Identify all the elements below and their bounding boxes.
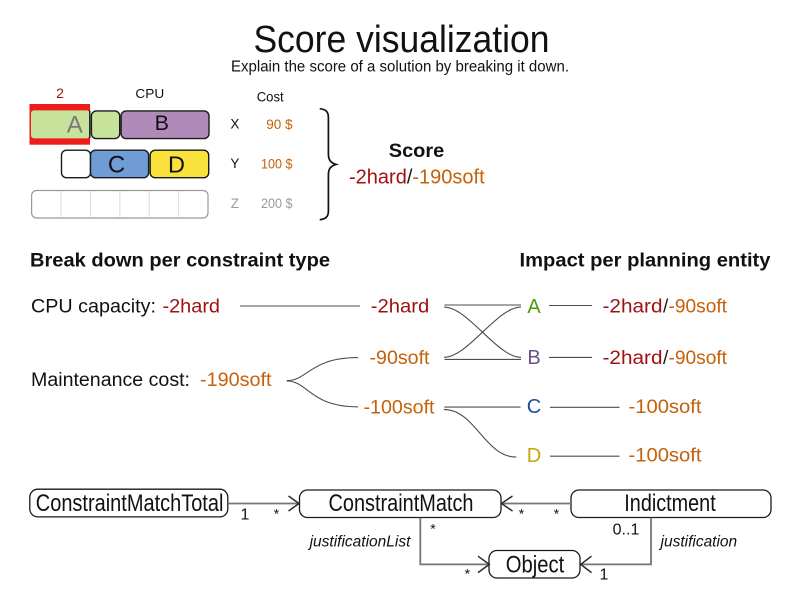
- svg-text:/: /: [663, 348, 669, 369]
- svg-text:-2hard/-190soft: -2hard/-190soft: [349, 167, 485, 189]
- svg-text:Indictment: Indictment: [624, 490, 716, 517]
- svg-text:*: *: [519, 506, 525, 522]
- svg-text:ConstraintMatchTotal: ConstraintMatchTotal: [36, 490, 224, 517]
- svg-text:CPU capacity:: CPU capacity:: [31, 297, 156, 318]
- svg-text:0..1: 0..1: [613, 522, 640, 539]
- svg-text:justificationList: justificationList: [308, 534, 411, 551]
- svg-text:Object: Object: [506, 552, 565, 579]
- svg-text:*: *: [465, 566, 471, 582]
- svg-text:-90soft: -90soft: [669, 297, 728, 318]
- svg-text:/: /: [663, 297, 669, 318]
- svg-text:-100soft: -100soft: [629, 397, 703, 418]
- svg-text:*: *: [274, 506, 280, 522]
- svg-text:CPU: CPU: [135, 86, 164, 101]
- svg-text:C: C: [527, 396, 541, 418]
- svg-text:X: X: [230, 117, 239, 132]
- svg-text:1: 1: [241, 507, 250, 524]
- svg-text:1: 1: [600, 567, 609, 584]
- svg-text:D: D: [527, 445, 541, 467]
- svg-text:Z: Z: [231, 196, 239, 211]
- svg-text:*: *: [554, 506, 560, 522]
- svg-text:-2hard: -2hard: [603, 348, 663, 369]
- svg-text:Score: Score: [389, 141, 445, 162]
- svg-text:B: B: [527, 347, 540, 369]
- svg-text:C: C: [108, 152, 125, 179]
- svg-text:-90soft: -90soft: [370, 348, 431, 369]
- svg-text:D: D: [168, 152, 185, 178]
- svg-text:-100soft: -100soft: [629, 446, 703, 467]
- svg-text:100 $: 100 $: [261, 156, 293, 172]
- svg-text:90 $: 90 $: [266, 116, 293, 132]
- svg-text:-2hard: -2hard: [603, 297, 663, 318]
- svg-text:*: *: [430, 521, 436, 537]
- svg-text:justification: justification: [659, 534, 738, 551]
- svg-text:Cost: Cost: [257, 89, 284, 105]
- svg-text:A: A: [67, 111, 83, 138]
- svg-text:Score visualization: Score visualization: [254, 19, 550, 61]
- svg-text:2: 2: [56, 85, 64, 101]
- svg-text:-100soft: -100soft: [364, 397, 436, 418]
- svg-text:-90soft: -90soft: [669, 348, 728, 369]
- svg-text:Maintenance cost:: Maintenance cost:: [31, 370, 190, 391]
- svg-text:Y: Y: [230, 156, 239, 171]
- svg-text:ConstraintMatch: ConstraintMatch: [329, 490, 474, 517]
- svg-text:-190soft: -190soft: [200, 370, 272, 391]
- svg-text:A: A: [527, 296, 541, 318]
- svg-text:Explain the score of a solutio: Explain the score of a solution by break…: [231, 59, 569, 76]
- svg-text:200 $: 200 $: [261, 195, 293, 211]
- svg-text:-2hard: -2hard: [371, 297, 430, 318]
- svg-text:Break down per constraint type: Break down per constraint type: [30, 250, 330, 272]
- svg-text:Impact per planning entity: Impact per planning entity: [520, 250, 771, 272]
- svg-text:B: B: [155, 111, 169, 135]
- svg-text:-2hard: -2hard: [163, 297, 221, 318]
